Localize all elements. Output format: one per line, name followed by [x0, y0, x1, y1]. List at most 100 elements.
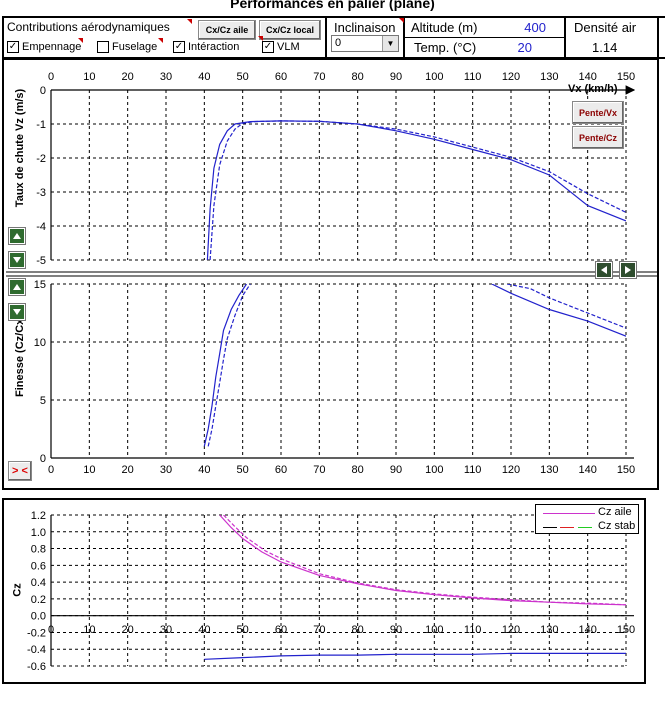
- legend-item-cz-aile: Cz aile: [598, 506, 632, 518]
- x-tick-label: 100: [425, 464, 443, 476]
- x-tick-label: 80: [352, 71, 364, 83]
- series-line-cz-2: [204, 652, 626, 660]
- checkbox-interaction[interactable]: ✓ Intéraction: [173, 41, 240, 53]
- cz-chart: 0 10 20 30 40 50 60 70 80 90 100 110 120 130 140 150 1.2…: [27, 510, 635, 673]
- x-tick-label: 90: [390, 464, 402, 476]
- x-tick-label: 60: [275, 71, 287, 83]
- comment-marker-icon: [78, 38, 83, 43]
- x-tick-label: 10: [83, 464, 95, 476]
- x-tick-label: 70: [313, 71, 325, 83]
- series-line-finesse-3: [507, 284, 626, 329]
- series-line-finesse-1: [491, 284, 626, 337]
- x-tick-label: 60: [275, 624, 287, 636]
- comment-marker-icon: [258, 36, 263, 41]
- triangle-left-icon: [601, 266, 607, 274]
- x-tick-label: 150: [617, 71, 635, 83]
- checkbox-empennage[interactable]: ✓ Empennage: [7, 41, 82, 53]
- x-tick-label: 0: [48, 464, 54, 476]
- altitude-label: Altitude (m): [411, 20, 478, 35]
- cx-cz-aile-button[interactable]: Cx/Cz aile: [198, 20, 256, 40]
- x-tick-label: 140: [578, 464, 596, 476]
- checkbox-vlm[interactable]: ✓ VLM: [262, 41, 300, 53]
- x-tick-label: 20: [122, 71, 134, 83]
- x-tick-label: 110: [464, 71, 482, 83]
- x-tick-label: 10: [83, 71, 95, 83]
- altitude-value[interactable]: 400: [524, 20, 546, 35]
- y-tick-label: -1: [36, 119, 46, 131]
- page-title: Performances en palier (plané): [230, 0, 435, 11]
- x-tick-label: 70: [313, 464, 325, 476]
- x-tick-label: 80: [352, 464, 364, 476]
- series-line-vz-0: [206, 120, 626, 260]
- x-tick-label: 150: [617, 464, 635, 476]
- x-tick-label: 90: [390, 71, 402, 83]
- y-tick-label: 0.4: [31, 577, 46, 589]
- triangle-up-icon: [13, 233, 21, 239]
- densite-label: Densité air: [574, 20, 637, 35]
- x-tick-label: 150: [617, 624, 635, 636]
- x-tick-label: 30: [160, 464, 172, 476]
- legend-line-cz-stab-red: [560, 527, 574, 528]
- y-tick-label: -5: [36, 255, 46, 267]
- cx-cz-local-button[interactable]: Cx/Cz local: [259, 20, 321, 40]
- x-tick-label: 80: [352, 624, 364, 636]
- legend-line-cz-stab-black: [543, 527, 557, 528]
- finesse-down-button[interactable]: [8, 303, 26, 321]
- swap-button[interactable]: > <: [8, 461, 32, 481]
- zoom-up-button[interactable]: [8, 227, 26, 245]
- y-tick-label: -2: [36, 153, 46, 165]
- chevron-down-icon[interactable]: ▼: [382, 36, 398, 51]
- legend-line-cz-stab-green: [578, 527, 592, 528]
- x-tick-label: 130: [540, 624, 558, 636]
- scroll-right-button[interactable]: [619, 261, 637, 279]
- x-tick-label: 70: [313, 624, 325, 636]
- x-tick-label: 50: [237, 464, 249, 476]
- check-icon: ✓: [7, 41, 19, 53]
- y-tick-label: -4: [36, 221, 46, 233]
- x-tick-label: 40: [198, 71, 210, 83]
- temp-value[interactable]: 20: [517, 40, 532, 55]
- x-tick-label: 100: [425, 71, 443, 83]
- x-tick-label: 100: [425, 624, 443, 636]
- pente-cz-button[interactable]: Pente/Cz: [572, 126, 624, 149]
- scroll-left-button[interactable]: [595, 261, 613, 279]
- y-tick-label: 0: [40, 85, 46, 97]
- x-tick-label: 0: [48, 71, 54, 83]
- x-tick-label: 40: [198, 464, 210, 476]
- densite-value: 1.14: [592, 40, 618, 55]
- x-tick-label: 20: [122, 464, 134, 476]
- y-tick-label: -0.6: [27, 661, 46, 673]
- legend-line-cz-aile: [543, 513, 595, 514]
- triangle-up-icon: [13, 284, 21, 290]
- y-tick-label: -0.2: [27, 627, 46, 639]
- vz-ylabel: Taux de chute Vz (m/s): [14, 88, 26, 208]
- divider: [564, 16, 566, 59]
- y-tick-label: 0.2: [31, 594, 46, 606]
- divider: [657, 16, 659, 59]
- x-tick-label: 110: [464, 464, 482, 476]
- contributions-label: Contributions aérodynamiques: [7, 20, 170, 34]
- check-icon: ✓: [173, 41, 185, 53]
- divider: [325, 16, 327, 59]
- x-tick-label: 120: [502, 71, 520, 83]
- series-line-cz-1: [223, 515, 626, 606]
- inclinaison-label: Inclinaison: [334, 20, 396, 35]
- vz-chart: 0 10 20 30 40 50 60 70 80 90 100 110 120 130 140 150 0 -1…: [36, 71, 636, 267]
- row-separator: [405, 37, 565, 38]
- x-tick-label: 110: [464, 624, 482, 636]
- triangle-down-icon: [13, 257, 21, 263]
- x-tick-label: 50: [237, 71, 249, 83]
- cz-legend: Cz aile Cz stab: [535, 504, 639, 534]
- series-line-finesse-0: [203, 284, 247, 447]
- pente-vx-button[interactable]: Pente/Vx: [572, 101, 624, 124]
- zoom-down-button[interactable]: [8, 251, 26, 269]
- finesse-up-button[interactable]: [8, 278, 26, 296]
- y-tick-label: 1.0: [31, 527, 46, 539]
- x-tick-label: 60: [275, 464, 287, 476]
- checkbox-fuselage[interactable]: Fuselage: [97, 41, 157, 53]
- comment-marker-icon: [158, 38, 163, 43]
- x-tick-label: 0: [48, 624, 54, 636]
- inclinaison-select[interactable]: 0 ▼: [331, 35, 399, 52]
- series-line-vz-1: [209, 120, 626, 260]
